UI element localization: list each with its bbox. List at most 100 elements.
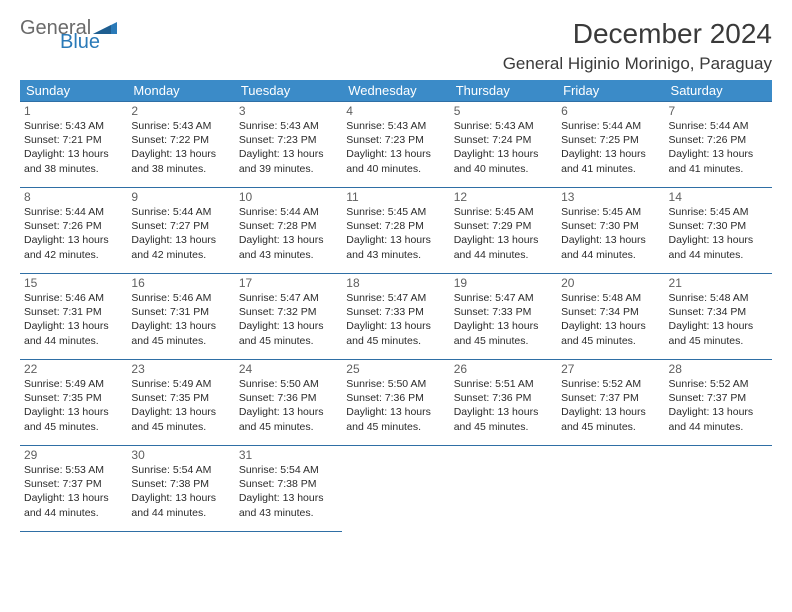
day-cell: 29Sunrise: 5:53 AMSunset: 7:37 PMDayligh… — [20, 446, 127, 532]
day-details: Sunrise: 5:54 AMSunset: 7:38 PMDaylight:… — [131, 463, 230, 520]
day-number: 2 — [131, 104, 230, 118]
day-cell: 18Sunrise: 5:47 AMSunset: 7:33 PMDayligh… — [342, 274, 449, 360]
day-cell: 7Sunrise: 5:44 AMSunset: 7:26 PMDaylight… — [665, 102, 772, 188]
calendar-table: SundayMondayTuesdayWednesdayThursdayFrid… — [20, 80, 772, 532]
day-cell: 30Sunrise: 5:54 AMSunset: 7:38 PMDayligh… — [127, 446, 234, 532]
logo-text-blue: Blue — [60, 32, 117, 52]
week-row: 22Sunrise: 5:49 AMSunset: 7:35 PMDayligh… — [20, 360, 772, 446]
day-details: Sunrise: 5:52 AMSunset: 7:37 PMDaylight:… — [561, 377, 660, 434]
day-number: 19 — [454, 276, 553, 290]
day-cell: 6Sunrise: 5:44 AMSunset: 7:25 PMDaylight… — [557, 102, 664, 188]
day-number: 10 — [239, 190, 338, 204]
day-cell: 12Sunrise: 5:45 AMSunset: 7:29 PMDayligh… — [450, 188, 557, 274]
day-number: 12 — [454, 190, 553, 204]
day-cell: 10Sunrise: 5:44 AMSunset: 7:28 PMDayligh… — [235, 188, 342, 274]
day-number: 30 — [131, 448, 230, 462]
day-number: 24 — [239, 362, 338, 376]
month-title: December 2024 — [503, 18, 772, 50]
day-number: 31 — [239, 448, 338, 462]
day-details: Sunrise: 5:44 AMSunset: 7:28 PMDaylight:… — [239, 205, 338, 262]
day-cell: 27Sunrise: 5:52 AMSunset: 7:37 PMDayligh… — [557, 360, 664, 446]
day-details: Sunrise: 5:48 AMSunset: 7:34 PMDaylight:… — [669, 291, 768, 348]
day-cell — [557, 446, 664, 532]
day-cell: 4Sunrise: 5:43 AMSunset: 7:23 PMDaylight… — [342, 102, 449, 188]
calendar-body: 1Sunrise: 5:43 AMSunset: 7:21 PMDaylight… — [20, 102, 772, 532]
title-block: December 2024 General Higinio Morinigo, … — [503, 18, 772, 74]
calendar-page: General Blue December 2024 General Higin… — [0, 0, 792, 550]
day-details: Sunrise: 5:45 AMSunset: 7:28 PMDaylight:… — [346, 205, 445, 262]
day-details: Sunrise: 5:44 AMSunset: 7:25 PMDaylight:… — [561, 119, 660, 176]
day-number: 20 — [561, 276, 660, 290]
day-of-week-header: Sunday — [20, 80, 127, 102]
day-details: Sunrise: 5:44 AMSunset: 7:27 PMDaylight:… — [131, 205, 230, 262]
day-details: Sunrise: 5:47 AMSunset: 7:32 PMDaylight:… — [239, 291, 338, 348]
day-cell: 31Sunrise: 5:54 AMSunset: 7:38 PMDayligh… — [235, 446, 342, 532]
day-number: 8 — [24, 190, 123, 204]
week-row: 8Sunrise: 5:44 AMSunset: 7:26 PMDaylight… — [20, 188, 772, 274]
day-of-week-header: Wednesday — [342, 80, 449, 102]
day-details: Sunrise: 5:47 AMSunset: 7:33 PMDaylight:… — [346, 291, 445, 348]
day-number: 21 — [669, 276, 768, 290]
day-details: Sunrise: 5:53 AMSunset: 7:37 PMDaylight:… — [24, 463, 123, 520]
day-of-week-row: SundayMondayTuesdayWednesdayThursdayFrid… — [20, 80, 772, 102]
day-details: Sunrise: 5:45 AMSunset: 7:30 PMDaylight:… — [669, 205, 768, 262]
day-cell: 22Sunrise: 5:49 AMSunset: 7:35 PMDayligh… — [20, 360, 127, 446]
day-number: 26 — [454, 362, 553, 376]
day-number: 3 — [239, 104, 338, 118]
day-details: Sunrise: 5:47 AMSunset: 7:33 PMDaylight:… — [454, 291, 553, 348]
day-details: Sunrise: 5:49 AMSunset: 7:35 PMDaylight:… — [24, 377, 123, 434]
day-details: Sunrise: 5:52 AMSunset: 7:37 PMDaylight:… — [669, 377, 768, 434]
day-details: Sunrise: 5:44 AMSunset: 7:26 PMDaylight:… — [24, 205, 123, 262]
day-cell: 26Sunrise: 5:51 AMSunset: 7:36 PMDayligh… — [450, 360, 557, 446]
day-number: 7 — [669, 104, 768, 118]
day-details: Sunrise: 5:45 AMSunset: 7:29 PMDaylight:… — [454, 205, 553, 262]
day-details: Sunrise: 5:45 AMSunset: 7:30 PMDaylight:… — [561, 205, 660, 262]
day-number: 13 — [561, 190, 660, 204]
day-cell: 5Sunrise: 5:43 AMSunset: 7:24 PMDaylight… — [450, 102, 557, 188]
day-details: Sunrise: 5:46 AMSunset: 7:31 PMDaylight:… — [131, 291, 230, 348]
week-row: 29Sunrise: 5:53 AMSunset: 7:37 PMDayligh… — [20, 446, 772, 532]
day-cell — [665, 446, 772, 532]
day-of-week-header: Tuesday — [235, 80, 342, 102]
day-details: Sunrise: 5:46 AMSunset: 7:31 PMDaylight:… — [24, 291, 123, 348]
day-details: Sunrise: 5:43 AMSunset: 7:22 PMDaylight:… — [131, 119, 230, 176]
week-row: 15Sunrise: 5:46 AMSunset: 7:31 PMDayligh… — [20, 274, 772, 360]
location-text: General Higinio Morinigo, Paraguay — [503, 54, 772, 74]
day-details: Sunrise: 5:50 AMSunset: 7:36 PMDaylight:… — [239, 377, 338, 434]
day-cell: 16Sunrise: 5:46 AMSunset: 7:31 PMDayligh… — [127, 274, 234, 360]
day-cell: 21Sunrise: 5:48 AMSunset: 7:34 PMDayligh… — [665, 274, 772, 360]
day-details: Sunrise: 5:43 AMSunset: 7:23 PMDaylight:… — [239, 119, 338, 176]
day-details: Sunrise: 5:51 AMSunset: 7:36 PMDaylight:… — [454, 377, 553, 434]
day-cell: 20Sunrise: 5:48 AMSunset: 7:34 PMDayligh… — [557, 274, 664, 360]
day-details: Sunrise: 5:50 AMSunset: 7:36 PMDaylight:… — [346, 377, 445, 434]
day-cell — [342, 446, 449, 532]
day-cell: 23Sunrise: 5:49 AMSunset: 7:35 PMDayligh… — [127, 360, 234, 446]
day-cell: 28Sunrise: 5:52 AMSunset: 7:37 PMDayligh… — [665, 360, 772, 446]
day-of-week-header: Thursday — [450, 80, 557, 102]
day-of-week-header: Monday — [127, 80, 234, 102]
day-of-week-header: Saturday — [665, 80, 772, 102]
day-number: 29 — [24, 448, 123, 462]
day-details: Sunrise: 5:43 AMSunset: 7:21 PMDaylight:… — [24, 119, 123, 176]
day-cell: 25Sunrise: 5:50 AMSunset: 7:36 PMDayligh… — [342, 360, 449, 446]
day-number: 18 — [346, 276, 445, 290]
day-cell: 3Sunrise: 5:43 AMSunset: 7:23 PMDaylight… — [235, 102, 342, 188]
week-row: 1Sunrise: 5:43 AMSunset: 7:21 PMDaylight… — [20, 102, 772, 188]
day-number: 16 — [131, 276, 230, 290]
day-details: Sunrise: 5:44 AMSunset: 7:26 PMDaylight:… — [669, 119, 768, 176]
day-number: 1 — [24, 104, 123, 118]
day-number: 27 — [561, 362, 660, 376]
day-number: 11 — [346, 190, 445, 204]
day-number: 28 — [669, 362, 768, 376]
day-of-week-header: Friday — [557, 80, 664, 102]
day-cell: 15Sunrise: 5:46 AMSunset: 7:31 PMDayligh… — [20, 274, 127, 360]
day-cell: 2Sunrise: 5:43 AMSunset: 7:22 PMDaylight… — [127, 102, 234, 188]
day-details: Sunrise: 5:54 AMSunset: 7:38 PMDaylight:… — [239, 463, 338, 520]
day-number: 25 — [346, 362, 445, 376]
day-cell: 11Sunrise: 5:45 AMSunset: 7:28 PMDayligh… — [342, 188, 449, 274]
day-cell: 1Sunrise: 5:43 AMSunset: 7:21 PMDaylight… — [20, 102, 127, 188]
day-cell: 14Sunrise: 5:45 AMSunset: 7:30 PMDayligh… — [665, 188, 772, 274]
day-number: 23 — [131, 362, 230, 376]
day-number: 6 — [561, 104, 660, 118]
day-number: 9 — [131, 190, 230, 204]
